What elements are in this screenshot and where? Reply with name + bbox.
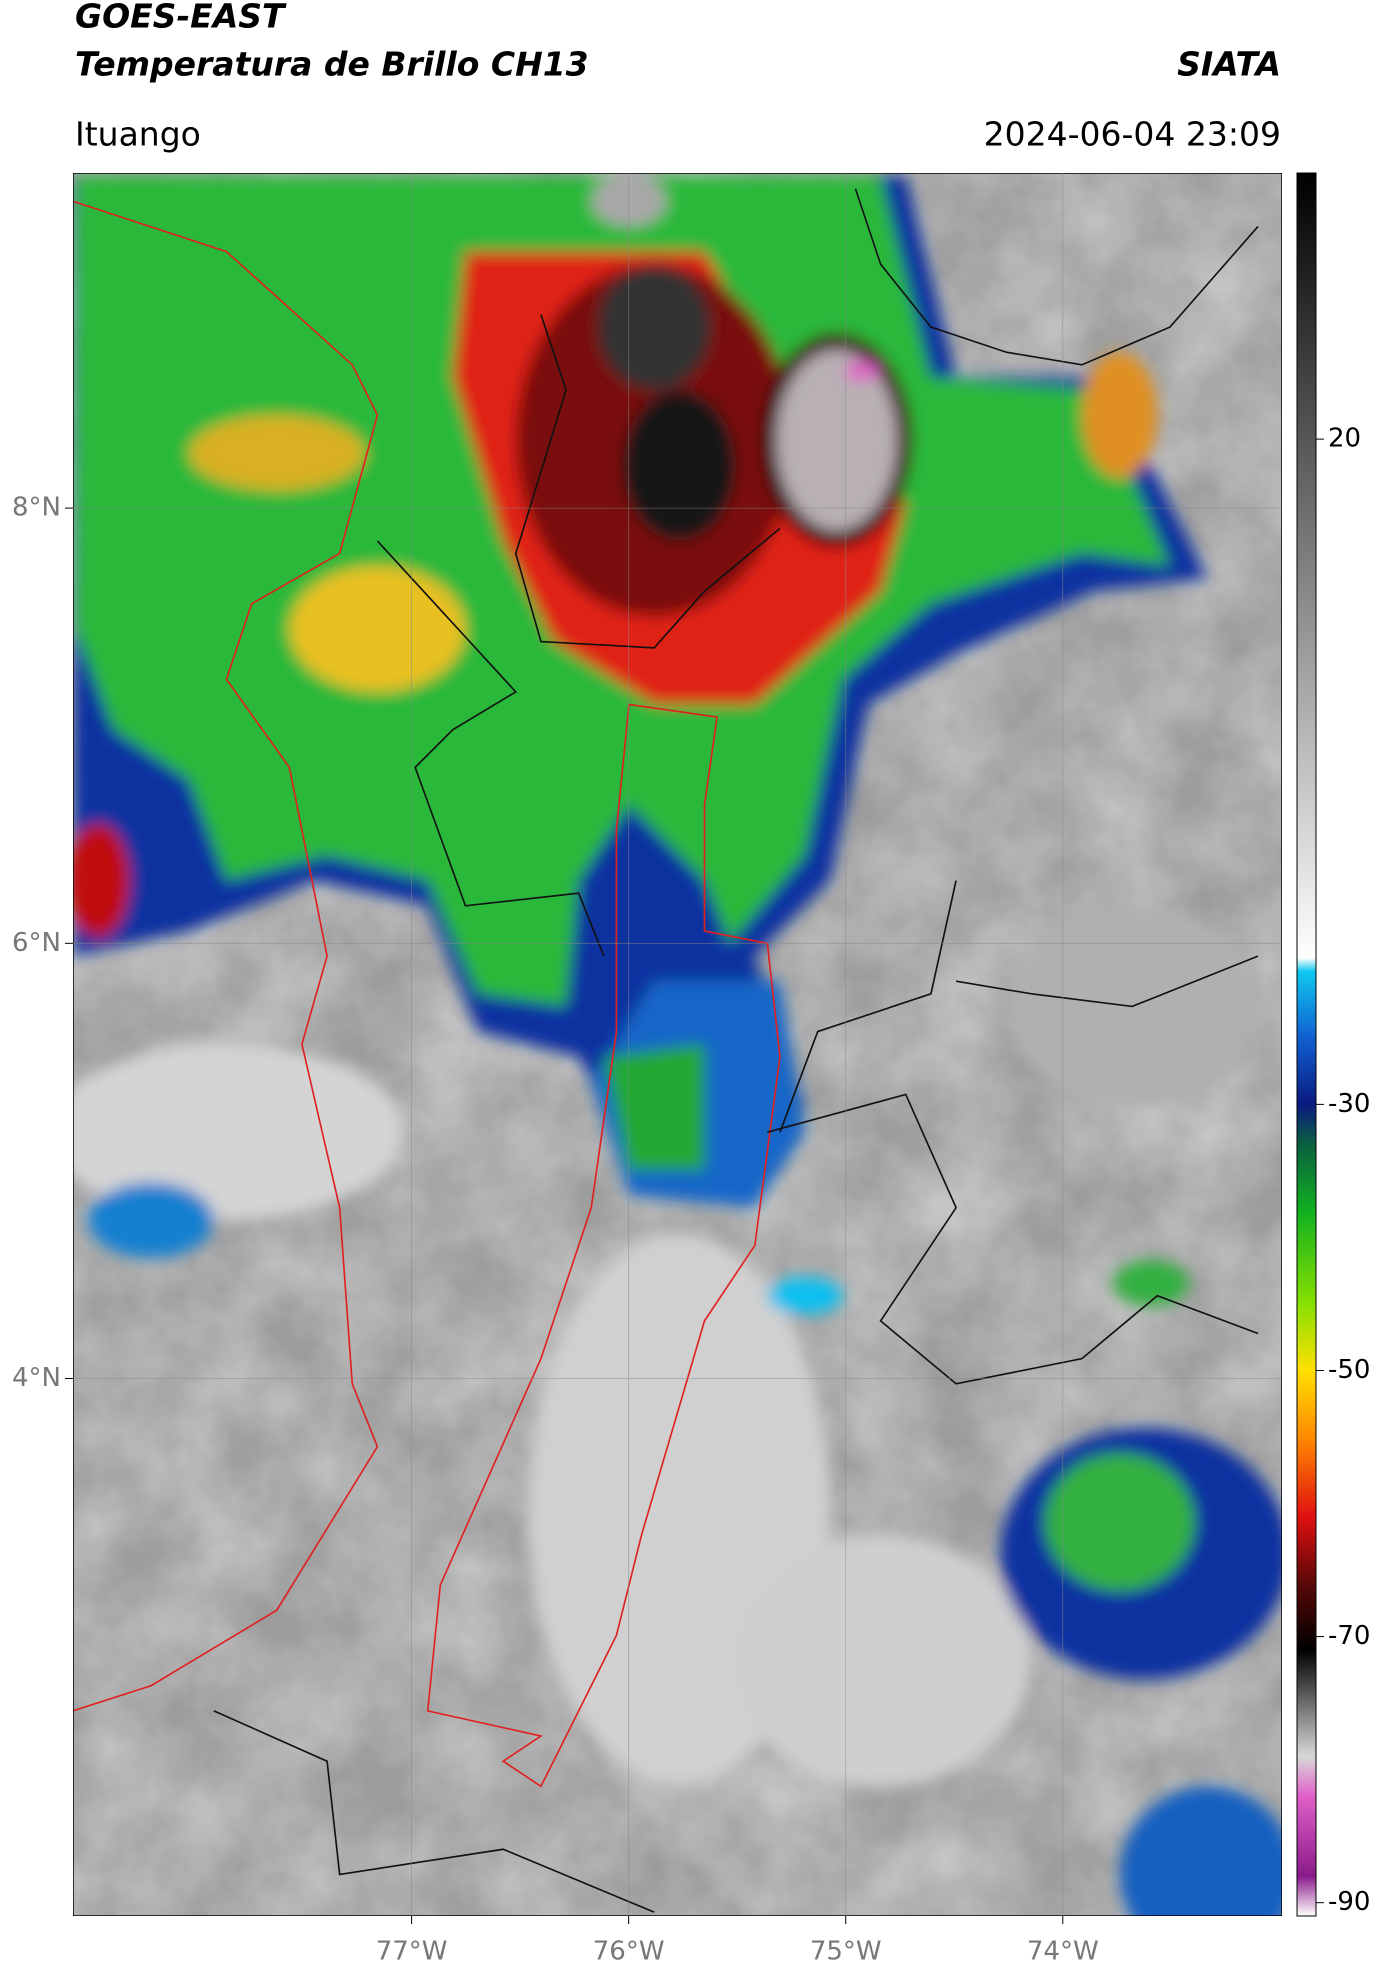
subtitle: Temperatura de Brillo CH13 [75,45,589,84]
graticule: 77°W 76°W 75°W 74°W 8°N 6°N 4°N [12,173,1282,1967]
y-tick-label: 6°N [12,928,61,958]
title: GOES-EAST [75,0,287,36]
y-tick-label: 8°N [12,493,61,523]
colorbar-tick-label: -30 [1328,1089,1370,1119]
x-tick-label: 77°W [376,1937,448,1967]
colorbar: 20 -30 -50 -70 -90 [1296,172,1370,1917]
colorbar-tick-label: 20 [1328,424,1361,454]
x-tick-label: 75°W [810,1937,882,1967]
datetime: 2024-06-04 23:09 [984,115,1281,154]
source: SIATA [1177,45,1281,84]
colorbar-tick-label: -90 [1328,1887,1370,1917]
y-tick-label: 4°N [12,1363,61,1393]
satellite-image [73,173,1282,1916]
colorbar-gradient [1296,172,1317,1917]
x-tick-label: 74°W [1027,1937,1099,1967]
colorbar-tick-label: -70 [1328,1621,1370,1651]
colorbar-tick-label: -50 [1328,1355,1370,1385]
x-tick-label: 76°W [593,1937,665,1967]
location: Ituango [75,115,201,154]
